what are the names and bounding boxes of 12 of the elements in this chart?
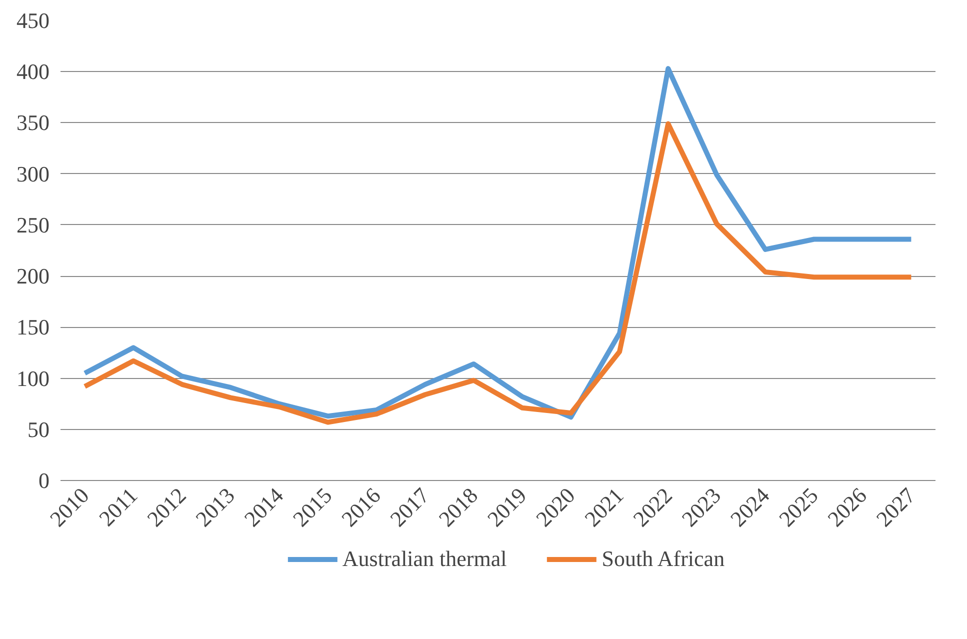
y-tick-label: 0 (38, 468, 50, 493)
legend-label: South African (602, 546, 725, 572)
y-tick-label: 250 (16, 212, 50, 238)
y-tick-label: 150 (16, 314, 50, 340)
legend-label: Australian thermal (342, 546, 507, 572)
y-tick-label: 400 (16, 59, 50, 84)
y-tick-label: 300 (16, 161, 50, 186)
y-tick-label: 200 (16, 264, 50, 289)
y-tick-label: 50 (28, 416, 50, 442)
y-tick-label: 100 (16, 366, 50, 391)
y-tick-label: 450 (16, 8, 50, 33)
y-tick-label: 350 (16, 110, 50, 136)
